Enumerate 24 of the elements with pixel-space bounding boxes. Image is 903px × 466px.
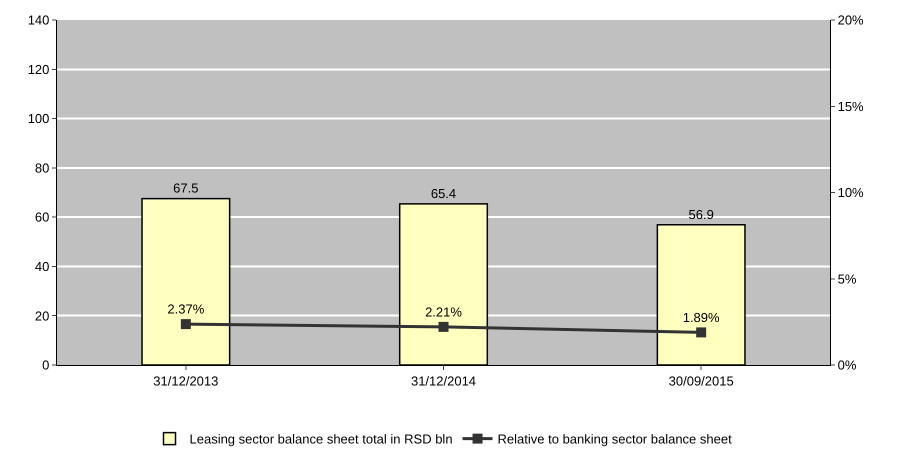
y-tick-label: 140 [28, 12, 50, 28]
x-tick-label: 30/09/2015 [668, 374, 734, 389]
data-label: 2.21% [425, 304, 462, 320]
x-tick-label: 31/12/2013 [153, 374, 218, 389]
data-label: 1.89% [682, 310, 720, 325]
y-tick-label: 80 [34, 160, 50, 176]
y-tick-label: 100 [28, 111, 50, 126]
data-label: 65.4 [430, 186, 456, 201]
y2-tick-label: 15% [838, 98, 864, 114]
legend-label: Relative to banking sector balance sheet [498, 432, 732, 447]
y2-tick-label: 10% [838, 185, 864, 200]
data-label: 67.5 [173, 180, 198, 196]
y2-tick-label: 5% [838, 271, 857, 286]
y-tick-label: 40 [34, 258, 50, 274]
y-tick-label: 120 [28, 62, 50, 77]
legend-label: Leasing sector balance sheet total in RSD bln [190, 432, 453, 447]
data-label: 2.37% [167, 302, 205, 317]
y-tick-label: 60 [34, 210, 50, 225]
y-tick-label: 20 [34, 308, 50, 324]
x-tick-label: 31/12/2014 [410, 374, 476, 389]
y-tick-label: 0 [42, 358, 50, 373]
y2-tick-label: 0% [838, 358, 857, 373]
y2-tick-label: 20% [838, 12, 864, 28]
data-label: 56.9 [688, 206, 714, 222]
